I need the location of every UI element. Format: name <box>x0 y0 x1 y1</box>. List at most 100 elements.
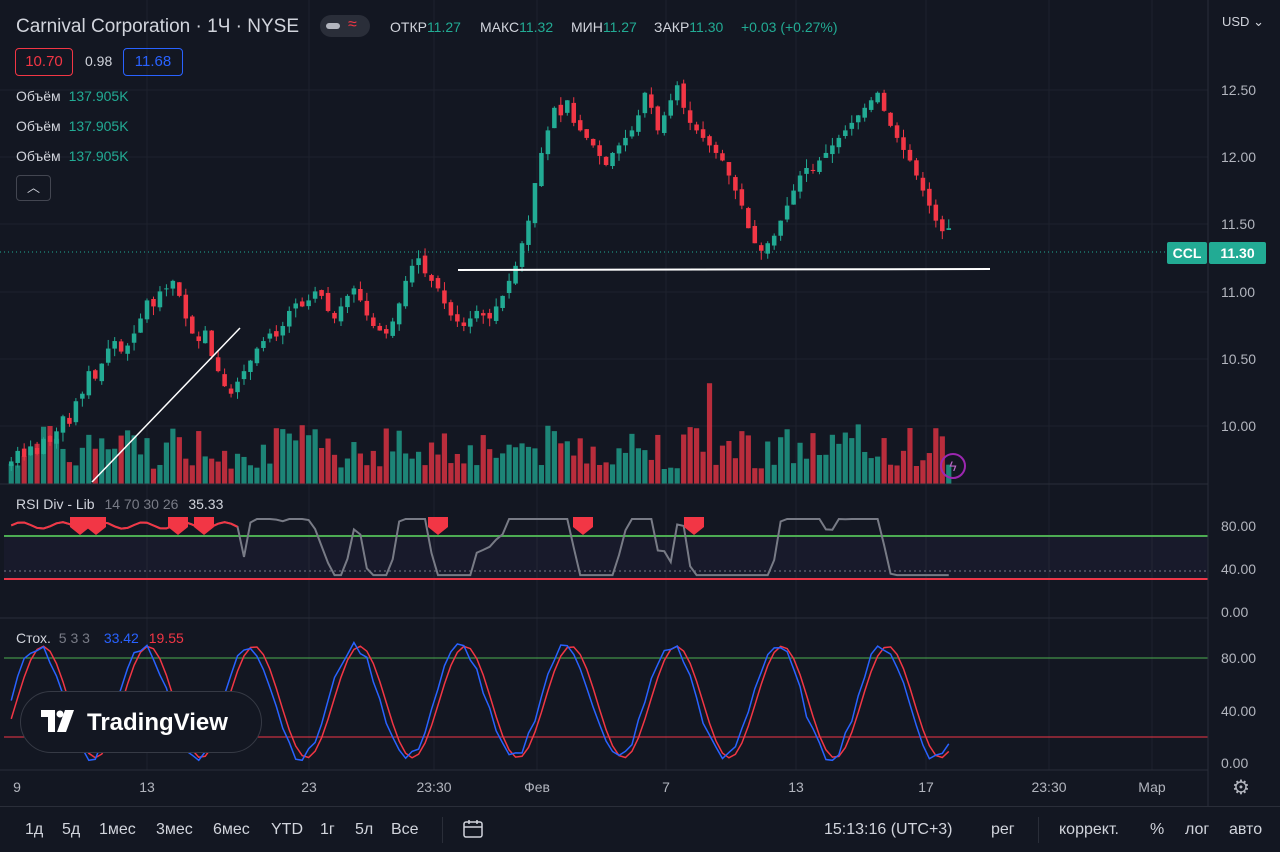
candle-body <box>720 153 725 161</box>
volume-bar <box>228 468 234 484</box>
candle-body <box>907 149 913 161</box>
candle-body <box>552 107 557 129</box>
volume-bar <box>642 450 648 484</box>
candle-body <box>286 310 292 327</box>
candle-body <box>34 447 40 454</box>
volume-bar <box>551 431 557 484</box>
currency-selector[interactable]: USD ⌄ <box>1222 14 1264 29</box>
candle-body <box>442 290 447 304</box>
period-5y-button[interactable]: 5л <box>355 821 374 838</box>
session-button[interactable]: рег <box>991 821 1015 838</box>
volume-bar <box>428 442 435 484</box>
volume-bar <box>144 438 150 484</box>
volume-bar <box>441 433 448 484</box>
divergence-marker <box>573 517 593 535</box>
candle-body <box>312 291 318 299</box>
candle-body <box>662 115 667 133</box>
volume-bar <box>364 465 370 484</box>
percent-scale-button[interactable]: % <box>1150 821 1165 838</box>
price-tick: 11.00 <box>1221 284 1255 300</box>
collapse-legend-button[interactable]: ︿ <box>16 175 51 201</box>
candle-body <box>228 388 234 394</box>
tradingview-logo[interactable]: TradingView <box>20 691 262 753</box>
volume-bar <box>739 431 745 484</box>
lightning-icon[interactable]: ϟ <box>940 453 966 479</box>
candle-body <box>345 295 350 308</box>
candle-body <box>403 280 408 307</box>
candle-body <box>280 326 286 336</box>
candle-body <box>733 177 738 191</box>
volume-bar <box>655 434 661 484</box>
volume-bar <box>694 428 700 484</box>
candle-body <box>914 160 919 176</box>
volume-legend[interactable]: Объём 137.905K <box>16 148 129 164</box>
period-1m-button[interactable]: 1мес <box>99 821 136 838</box>
sell-price-button[interactable]: 10.70 <box>15 48 73 76</box>
candle-body <box>474 310 480 319</box>
stoch-tick: 0.00 <box>1221 755 1249 771</box>
rsi-tick: 0.00 <box>1221 604 1249 620</box>
candle-body <box>131 333 137 343</box>
time-tick: 9 <box>13 779 21 795</box>
period-6m-button[interactable]: 6мес <box>213 821 250 838</box>
settings-gear-icon[interactable]: ⚙ <box>1232 777 1250 799</box>
candle-body <box>946 228 952 230</box>
symbol-title[interactable]: Carnival Corporation · 1Ч · NYSE <box>16 16 299 37</box>
candle-body <box>325 292 331 311</box>
candle-body <box>99 363 105 382</box>
time-tick: 13 <box>139 779 155 795</box>
volume-bar <box>86 434 92 484</box>
price-tick: 12.50 <box>1221 82 1257 98</box>
volume-bar <box>887 464 894 484</box>
time-tick: 23 <box>301 779 317 795</box>
rsi-legend[interactable]: RSI Div - Lib 14 70 30 26 35.33 <box>16 496 224 512</box>
volume-legend[interactable]: Объём 137.905K <box>16 88 129 104</box>
chart-visibility-toggle[interactable]: ≈ <box>320 15 370 37</box>
tradingview-wordmark: TradingView <box>87 709 228 736</box>
candle-body <box>687 110 693 123</box>
ohlc-low: МИН11.27 <box>571 19 637 35</box>
volume-bar <box>189 465 195 484</box>
volume-bar <box>577 438 583 484</box>
candle-body <box>791 190 796 205</box>
time-tick: 13 <box>788 779 804 795</box>
period-5d-button[interactable]: 5д <box>62 821 81 838</box>
volume-legend[interactable]: Объём 137.905K <box>16 118 129 134</box>
volume-bar <box>506 444 512 484</box>
calendar-range-icon[interactable] <box>462 819 484 839</box>
volume-bar <box>745 435 751 484</box>
period-1d-button[interactable]: 1д <box>25 821 44 838</box>
candle-body <box>610 152 615 167</box>
log-scale-button[interactable]: лог <box>1185 821 1210 838</box>
candle-body <box>868 100 874 110</box>
candle-body <box>21 448 27 457</box>
eye-icon <box>326 23 340 29</box>
candle-body <box>455 314 460 322</box>
period-3m-button[interactable]: 3мес <box>156 821 193 838</box>
volume-bar <box>849 438 855 484</box>
volume-bar <box>40 426 47 484</box>
period-1y-button[interactable]: 1г <box>320 821 335 838</box>
period-all-button[interactable]: Все <box>391 821 419 838</box>
volume-bar <box>687 427 693 484</box>
adjust-button[interactable]: коррект. <box>1059 821 1119 838</box>
candle-body <box>519 243 525 267</box>
candle-body <box>623 137 628 146</box>
candle-body <box>248 360 253 372</box>
buy-price-button[interactable]: 11.68 <box>123 48 183 76</box>
auto-scale-button[interactable]: авто <box>1229 821 1263 838</box>
candle-body <box>157 291 163 308</box>
stoch-legend[interactable]: Стох. 5 3 3 33.42 19.55 <box>16 630 184 646</box>
volume-bar <box>900 450 907 484</box>
candle-body <box>603 156 609 165</box>
candle-body <box>810 169 816 172</box>
candle-body <box>125 345 130 354</box>
candle-body <box>409 265 415 283</box>
period-ytd-button[interactable]: YTD <box>271 821 303 838</box>
candle-body <box>565 100 570 113</box>
candle-body <box>261 341 266 348</box>
candle-body <box>771 235 777 246</box>
ohlc-high: МАКС11.32 <box>480 19 554 35</box>
clock[interactable]: 15:13:16 (UTC+3) <box>824 821 953 838</box>
